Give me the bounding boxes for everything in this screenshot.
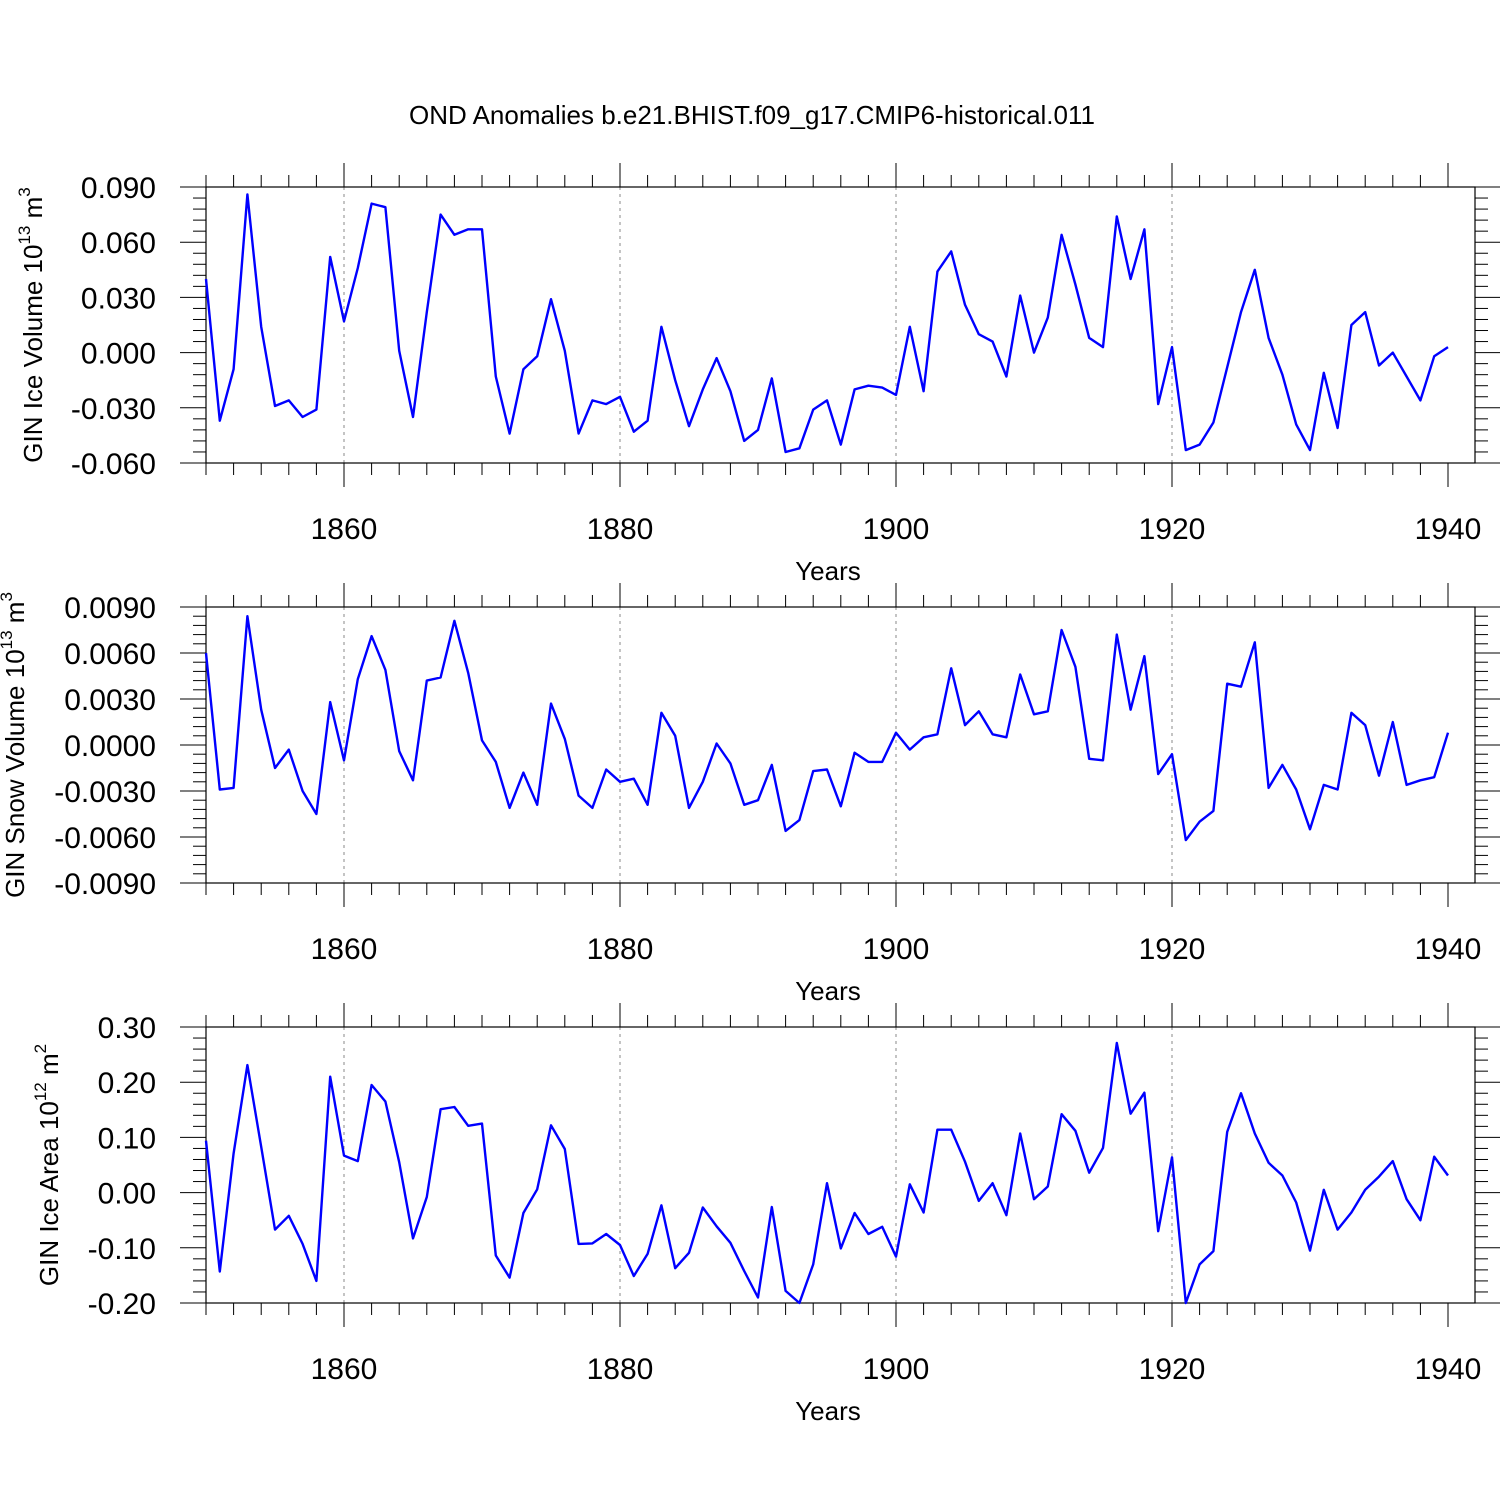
y-tick-label: -0.20 <box>88 1288 156 1321</box>
x-tick-label: 1920 <box>1139 1353 1206 1386</box>
x-tick-label: 1940 <box>1415 1353 1482 1386</box>
y-tick-label: 0.00 <box>98 1178 156 1211</box>
y-tick-label: 0.000 <box>81 338 156 371</box>
series-line-3 <box>204 1041 1449 1305</box>
y-axis-label-unit: m <box>34 1053 64 1082</box>
y-axis-label-base: GIN Ice Volume 10 <box>18 245 48 463</box>
x-tick-label: 1900 <box>863 513 930 546</box>
x-tick-label: 1860 <box>311 1353 378 1386</box>
chart-panel-3: 1860 1880 1900 1920 1940 Years -0.20 -0.10 0.00 0… <box>31 1003 1500 1426</box>
y-tick-label: 0.10 <box>98 1122 156 1155</box>
y-axis-label-exponent: 12 <box>31 1082 50 1101</box>
x-tick-label: 1880 <box>587 513 654 546</box>
plot-frame <box>205 606 1476 884</box>
y-axis-label-unit-exponent: 3 <box>0 592 16 601</box>
y-tick-label: 0.0000 <box>64 730 156 763</box>
y-tick-label: 0.0030 <box>64 684 156 717</box>
y-tick-label: -0.10 <box>88 1233 156 1266</box>
y-axis-label-base: GIN Ice Area 10 <box>34 1101 64 1286</box>
y-axis-label-unit: m <box>18 197 48 226</box>
x-tick-label: 1920 <box>1139 513 1206 546</box>
plot-frame <box>205 1026 1476 1304</box>
y-tick-label: 0.0060 <box>64 638 156 671</box>
x-tick-label: 1940 <box>1415 513 1482 546</box>
x-tick-label: 1860 <box>311 933 378 966</box>
y-tick-label: 0.090 <box>81 172 156 205</box>
series-line-2 <box>204 615 1450 842</box>
chart-panel-2: 1860 1880 1900 1920 1940 Years -0.0090 -0.0060 -… <box>0 583 1500 1006</box>
y-tick-label: 0.030 <box>81 282 156 315</box>
x-axis-label: Years <box>795 976 861 1006</box>
y-axis-label-exponent: 13 <box>0 630 16 649</box>
x-tick-label: 1880 <box>587 1353 654 1386</box>
series-line-1 <box>204 193 1449 454</box>
y-axis-label-unit: m <box>0 602 30 631</box>
y-tick-label: -0.0060 <box>54 822 156 855</box>
y-axis-label-base: GIN Snow Volume 10 <box>0 649 30 898</box>
y-tick-label: 0.30 <box>98 1012 156 1045</box>
x-tick-label: 1900 <box>863 1353 930 1386</box>
y-tick-label: -0.060 <box>71 448 156 481</box>
y-tick-label: -0.0030 <box>54 776 156 809</box>
y-axis-label: GIN Ice Volume 1013 m3 <box>15 187 48 463</box>
chart-panels: 1860 1880 1900 1920 1940 Years -0.060 -0.030 0.0… <box>0 163 1500 1426</box>
y-axis-label-unit-exponent: 3 <box>15 187 34 196</box>
x-tick-label: 1860 <box>311 513 378 546</box>
y-tick-label: 0.060 <box>81 227 156 260</box>
chart-title: OND Anomalies b.e21.BHIST.f09_g17.CMIP6-… <box>409 100 1095 130</box>
y-axis-label: GIN Ice Area 1012 m2 <box>31 1044 64 1286</box>
y-axis-label-unit-exponent: 2 <box>31 1044 50 1053</box>
x-tick-label: 1900 <box>863 933 930 966</box>
x-axis-label: Years <box>795 556 861 586</box>
x-tick-label: 1940 <box>1415 933 1482 966</box>
x-tick-label: 1920 <box>1139 933 1206 966</box>
y-tick-label: 0.0090 <box>64 592 156 625</box>
y-tick-label: 0.20 <box>98 1067 156 1100</box>
x-axis-label: Years <box>795 1396 861 1426</box>
y-tick-label: -0.030 <box>71 393 156 426</box>
x-tick-label: 1880 <box>587 933 654 966</box>
y-tick-label: -0.0090 <box>54 868 156 901</box>
y-axis-label: GIN Snow Volume 1013 m3 <box>0 592 30 898</box>
y-axis-label-exponent: 13 <box>15 226 34 245</box>
chart-panel-1: 1860 1880 1900 1920 1940 Years -0.060 -0.030 0.0… <box>15 163 1500 586</box>
